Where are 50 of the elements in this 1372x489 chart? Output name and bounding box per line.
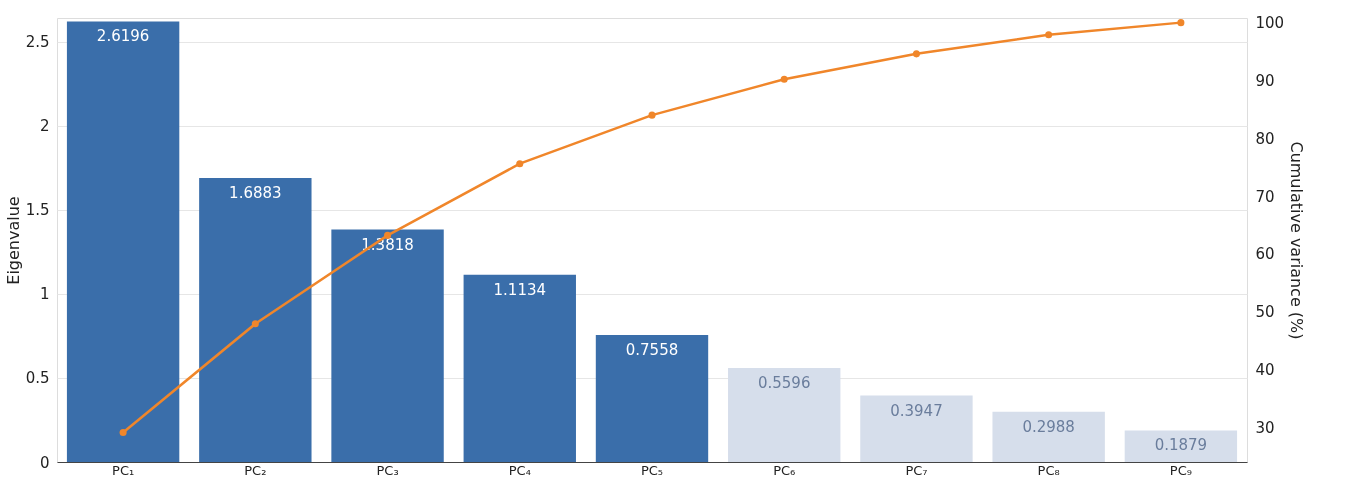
bar [66, 21, 180, 462]
data-label: 1.6883 [229, 184, 282, 203]
y-tick-label: 1.5 [25, 201, 50, 220]
bar [728, 367, 841, 462]
y2-tick-label: 90 [1255, 71, 1275, 90]
data-label: 0.3947 [890, 401, 943, 420]
x-tick-label: PC₇ [905, 462, 928, 478]
y-tick-label: 2.5 [25, 33, 50, 52]
y2-tick-label: 70 [1255, 187, 1275, 206]
x-tick-label: PC₉ [1169, 462, 1192, 478]
bar [860, 395, 973, 462]
y2-tick-label: 80 [1255, 129, 1275, 148]
point [251, 320, 259, 328]
data-label: 0.2988 [1022, 417, 1075, 436]
bar [199, 178, 312, 462]
x-tick-label: PC₂ [244, 462, 267, 478]
bar [463, 274, 576, 462]
point [780, 75, 788, 83]
bar [1124, 430, 1238, 462]
y2-tick-label: 40 [1255, 361, 1275, 379]
y2-tick-label: 100 [1255, 14, 1285, 33]
x-tick-label: PC₆ [773, 462, 796, 478]
x-tick-label: PC₄ [508, 462, 531, 478]
bar [595, 334, 709, 462]
y-tick-label: 2 [39, 117, 50, 136]
y-tick-label: 0 [39, 453, 50, 472]
point [648, 111, 656, 119]
bar [331, 229, 444, 462]
point [1177, 19, 1185, 27]
y2-tick-label: 50 [1255, 303, 1275, 322]
x-tick-label: PC₁ [112, 462, 135, 478]
y-tick-label: 0.5 [25, 369, 50, 388]
x-tick-label: PC₈ [1037, 462, 1060, 478]
y2-tick-label: 60 [1255, 245, 1275, 264]
data-label: 1.1134 [493, 280, 547, 299]
y2-tick-label: 30 [1255, 418, 1275, 437]
point [516, 160, 524, 168]
x-tick-label: PC₅ [640, 462, 664, 478]
data-label: 0.1879 [1154, 436, 1208, 455]
x-tick-label: PC₃ [376, 462, 399, 478]
bar [992, 411, 1105, 462]
point [119, 428, 127, 437]
y-tick-label: 1 [39, 285, 50, 304]
data-label: 0.5596 [757, 373, 811, 392]
y-axis-title: Eigenvalue [3, 196, 23, 285]
data-label: 0.7558 [625, 340, 679, 359]
point [912, 50, 920, 58]
data-label: 2.6196 [96, 27, 150, 46]
point [1045, 31, 1053, 39]
y2-axis-title: Cumulative variance (%) [1287, 141, 1307, 340]
